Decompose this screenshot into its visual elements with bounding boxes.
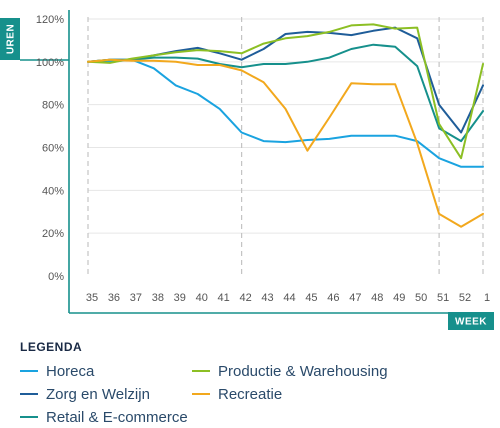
- legend-swatch-retail: [20, 415, 38, 419]
- x-tick-label: 47: [349, 292, 361, 304]
- y-tick-label: 60%: [42, 143, 64, 155]
- x-tick-label: 52: [459, 292, 471, 304]
- series-line-recreatie: [87, 58, 484, 228]
- y-tick-labels: 0% 20% 40% 60% 80% 100% 120%: [36, 14, 64, 283]
- y-axis-label: UREN: [6, 24, 17, 54]
- legend-label: Horeca: [46, 362, 95, 380]
- y-axis-tag-bg: [0, 18, 20, 60]
- legend: LEGENDA Horeca Productie & Warehousing Z…: [20, 340, 490, 428]
- legend-label: Productie & Warehousing: [218, 362, 388, 380]
- y-tick-label: 20%: [42, 228, 64, 240]
- x-tick-labels: 35 36 37 38 39 40 41 42 43 44 45 46 47 48 49 50 51 52 1: [86, 292, 490, 304]
- legend-label: Retail & E-commerce: [46, 408, 188, 426]
- legend-swatch-zorg: [20, 392, 38, 396]
- x-tick-label: 39: [174, 292, 186, 304]
- legend-title: LEGENDA: [20, 340, 83, 354]
- series-line-retail-e-commerce: [87, 43, 484, 143]
- grid-layer: [88, 18, 483, 234]
- x-tick-label: 48: [371, 292, 383, 304]
- x-tick-label: 51: [437, 292, 449, 304]
- series-lines: [87, 23, 484, 228]
- y-axis-tag: UREN: [0, 18, 20, 60]
- legend-label: Recreatie: [218, 385, 283, 403]
- legend-items: Horeca Productie & Warehousing Zorg en W…: [20, 360, 490, 428]
- x-tick-label: 35: [86, 292, 98, 304]
- x-tick-label: 49: [393, 292, 405, 304]
- legend-item-horeca: Horeca: [20, 360, 192, 382]
- x-tick-label: 41: [218, 292, 230, 304]
- series-line-zorg-en-welzijn: [87, 26, 484, 134]
- x-tick-label: 40: [196, 292, 208, 304]
- legend-item-zorg: Zorg en Welzijn: [20, 383, 192, 405]
- legend-item-retail: Retail & E-commerce: [20, 406, 192, 428]
- x-tick-label: 44: [283, 292, 295, 304]
- x-tick-label: 1: [484, 292, 490, 304]
- legend-item-recreatie: Recreatie: [192, 383, 452, 405]
- x-tick-label: 37: [130, 292, 142, 304]
- x-tick-label: 42: [239, 292, 251, 304]
- y-tick-label: 80%: [42, 100, 64, 112]
- x-tick-label: 36: [108, 292, 120, 304]
- y-tick-label: 100%: [36, 57, 64, 69]
- x-axis-tag-bg: [448, 312, 494, 330]
- x-axis-tag: WEEK: [448, 312, 494, 330]
- week-markers: [87, 17, 484, 276]
- legend-swatch-productie: [192, 369, 210, 373]
- x-tick-label: 43: [261, 292, 273, 304]
- line-chart: 0% 20% 40% 60% 80% 100% 120% 35 36 37 38 39 40 41 42 4…: [0, 10, 494, 330]
- y-tick-label: 40%: [42, 185, 64, 197]
- x-axis-label: WEEK: [455, 317, 487, 328]
- legend-item-productie: Productie & Warehousing: [192, 360, 452, 382]
- legend-swatch-horeca: [20, 369, 38, 373]
- legend-swatch-recreatie: [192, 392, 210, 396]
- x-tick-label: 50: [415, 292, 427, 304]
- series-line-horeca: [87, 58, 484, 168]
- legend-label: Zorg en Welzijn: [46, 385, 150, 403]
- x-tick-label: 46: [327, 292, 339, 304]
- series-line-productie-warehousing: [87, 23, 484, 160]
- y-tick-label: 0%: [48, 271, 64, 283]
- y-tick-label: 120%: [36, 14, 64, 26]
- x-tick-label: 45: [305, 292, 317, 304]
- x-tick-label: 38: [152, 292, 164, 304]
- axes: [20, 10, 494, 314]
